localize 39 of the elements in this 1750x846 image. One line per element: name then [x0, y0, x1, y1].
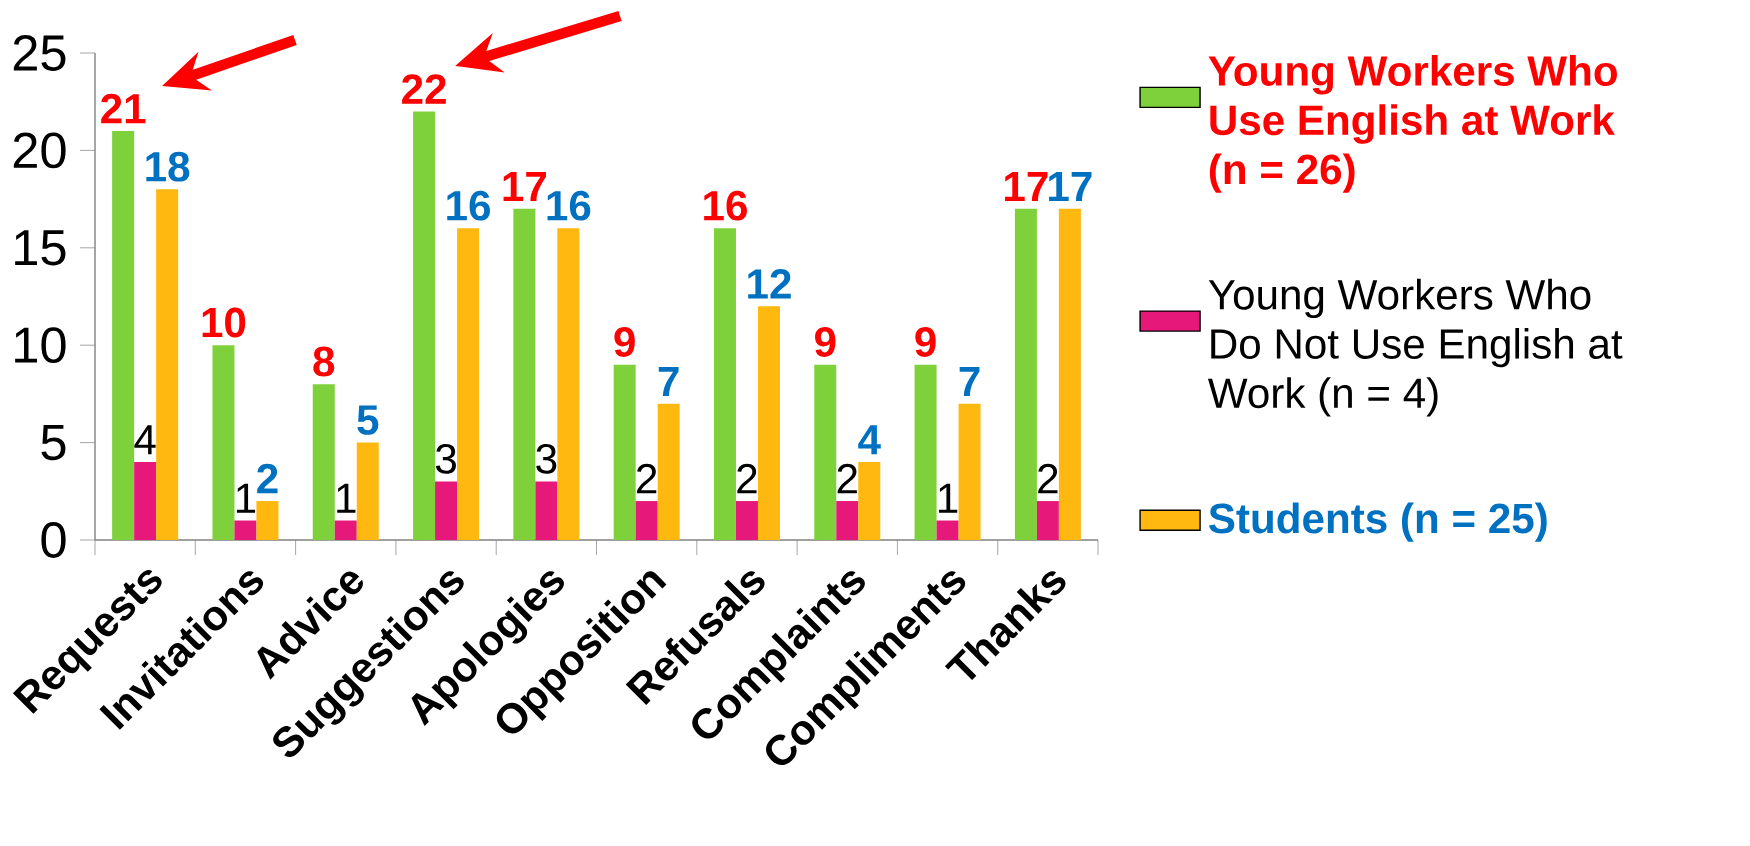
data-label: 16	[447, 190, 490, 221]
data-label: 5	[357, 405, 379, 435]
data-label: 8	[313, 346, 335, 377]
data-label: 17	[1005, 172, 1048, 202]
data-label: 4	[134, 425, 156, 455]
data-label: 18	[146, 151, 190, 182]
data-label: 10	[202, 307, 246, 338]
y-tick-label: 15	[15, 230, 66, 266]
data-label: 17	[1049, 172, 1092, 202]
data-label: 3	[536, 443, 557, 474]
data-label: 22	[402, 74, 446, 104]
data-label: 9	[815, 327, 836, 357]
y-tick-label: 5	[41, 424, 66, 461]
data-label: 9	[915, 327, 936, 357]
data-label: 1	[337, 483, 356, 513]
data-label: 17	[503, 172, 546, 202]
data-label: 1	[939, 483, 958, 513]
legend-label: Young Workers Who Use English at Work (n = 26)	[1208, 55, 1617, 193]
data-label: 16	[704, 190, 747, 221]
y-tick-label: 10	[15, 327, 66, 364]
data-label: 7	[658, 366, 679, 396]
data-label: 16	[547, 190, 591, 221]
data-label: 2	[837, 463, 857, 494]
data-label: 3	[435, 443, 456, 474]
y-tick-label: 20	[13, 132, 66, 169]
data-label: 12	[748, 269, 791, 299]
data-label: 2	[1038, 463, 1058, 494]
data-label: 2	[637, 463, 657, 494]
data-label: 2	[257, 463, 278, 494]
data-label: 4	[858, 425, 881, 455]
data-label: 7	[959, 366, 980, 396]
y-tick-label: 0	[41, 522, 66, 558]
data-label: 2	[737, 463, 757, 494]
legend-label: Students (n = 25)	[1209, 502, 1547, 542]
data-label: 1	[236, 483, 256, 513]
data-label: 9	[614, 327, 635, 357]
legend-label: Young Workers Who Do Not Use English at Work (n = 4)	[1207, 278, 1623, 417]
y-tick-label: 25	[13, 35, 66, 71]
data-label: 21	[101, 93, 146, 124]
